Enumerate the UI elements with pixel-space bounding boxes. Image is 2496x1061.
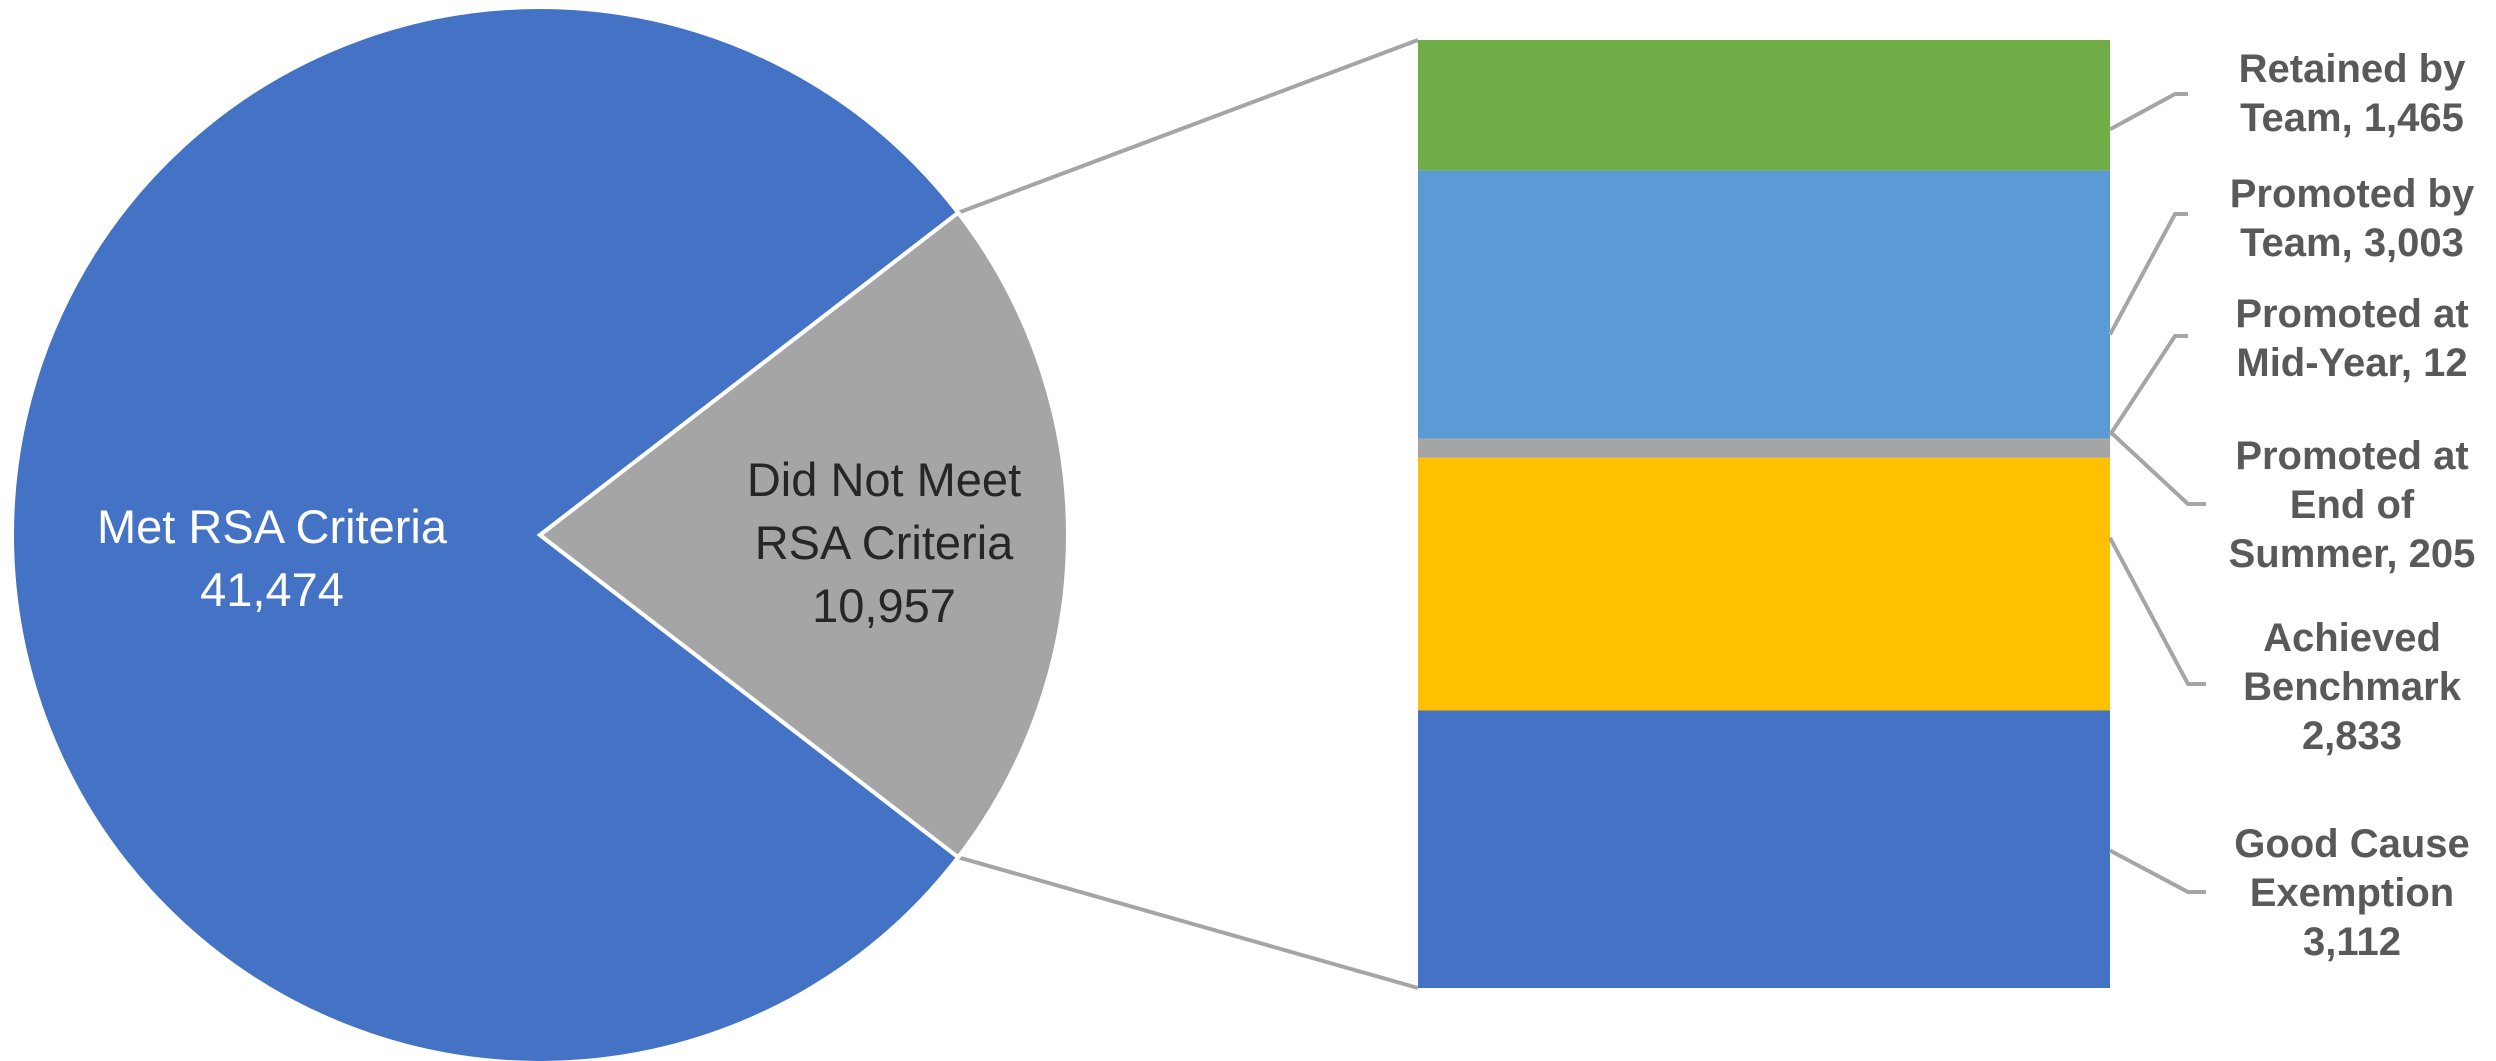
pie-slice-did-not-meet-rsa-criteria [536,209,1070,861]
bar-segment-promoted-at-mid-year [1418,438,2110,440]
bar-segment-promoted-by-team [1418,170,2110,439]
connector-line-top [957,38,1419,215]
leader-line-promoted-at-mid-year [2108,334,2188,437]
bar-label-promoted-at-end-of-summer: Promoted at End of Summer, 205 [2229,434,2476,576]
stacked-bar [1418,40,2110,988]
pie-label-did-not-meet-rsa-criteria: Did Not Meet RSA Criteria 10,957 [747,453,1021,632]
bar-segment-promoted-at-end-of-summer [1418,439,2110,458]
leader-line-good-cause-exemption [2109,848,2206,894]
bar-label-good-cause-exemption: Good Cause Exemption 3,112 [2234,822,2470,964]
pie [10,5,1070,1061]
leader-line-promoted-at-end-of-summer [2108,430,2206,506]
leader-line-achieved-benchmark [2108,536,2206,686]
bar-label-achieved-benchmark: Achieved Benchmark 2,833 [2243,616,2462,758]
connector-lines [957,38,1419,990]
leader-lines [2108,92,2206,894]
pie-slice-met-rsa-criteria [10,5,962,1061]
bar-segment-achieved-benchmark [1418,457,2110,711]
bar-label-promoted-by-team: Promoted by Team, 3,003 [2230,172,2475,265]
connector-line-bottom [957,855,1419,990]
bar-label-retained-by-team: Retained by Team, 1,465 [2239,47,2466,140]
leader-line-promoted-by-team [2108,212,2188,336]
bar-label-promoted-at-mid-year: Promoted at Mid-Year, 12 [2235,292,2468,385]
pie-label-met-rsa-criteria: Met RSA Criteria 41,474 [97,500,448,616]
leader-line-retained-by-team [2109,92,2188,132]
bar-segment-retained-by-team [1418,40,2110,171]
bar-segment-good-cause-exemption [1418,710,2110,988]
data-labels: Met RSA Criteria 41,474 Did Not Meet RSA Cr… [97,47,2475,964]
